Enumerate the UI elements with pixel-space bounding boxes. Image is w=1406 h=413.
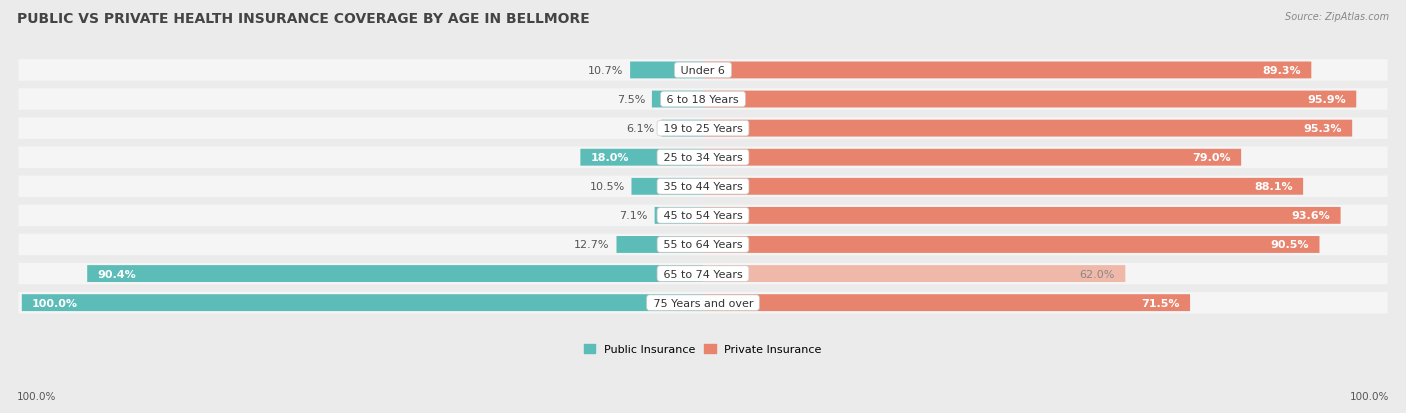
FancyBboxPatch shape bbox=[703, 62, 1312, 79]
Text: 100.0%: 100.0% bbox=[32, 298, 77, 308]
FancyBboxPatch shape bbox=[18, 263, 1388, 285]
Text: 71.5%: 71.5% bbox=[1142, 298, 1180, 308]
Text: 89.3%: 89.3% bbox=[1263, 66, 1301, 76]
FancyBboxPatch shape bbox=[703, 266, 1125, 282]
FancyBboxPatch shape bbox=[661, 121, 703, 137]
Text: 7.5%: 7.5% bbox=[617, 95, 645, 105]
Text: 95.9%: 95.9% bbox=[1308, 95, 1346, 105]
FancyBboxPatch shape bbox=[703, 207, 1340, 224]
Text: 95.3%: 95.3% bbox=[1303, 124, 1341, 134]
Text: 35 to 44 Years: 35 to 44 Years bbox=[659, 182, 747, 192]
Text: 93.6%: 93.6% bbox=[1292, 211, 1330, 221]
FancyBboxPatch shape bbox=[87, 266, 703, 282]
FancyBboxPatch shape bbox=[18, 89, 1388, 111]
Text: 55 to 64 Years: 55 to 64 Years bbox=[659, 240, 747, 250]
Text: 45 to 54 Years: 45 to 54 Years bbox=[659, 211, 747, 221]
Text: 19 to 25 Years: 19 to 25 Years bbox=[659, 124, 747, 134]
FancyBboxPatch shape bbox=[22, 294, 703, 311]
Text: 62.0%: 62.0% bbox=[1080, 269, 1115, 279]
FancyBboxPatch shape bbox=[652, 91, 703, 108]
FancyBboxPatch shape bbox=[18, 292, 1388, 313]
FancyBboxPatch shape bbox=[703, 91, 1357, 108]
Text: PUBLIC VS PRIVATE HEALTH INSURANCE COVERAGE BY AGE IN BELLMORE: PUBLIC VS PRIVATE HEALTH INSURANCE COVER… bbox=[17, 12, 589, 26]
FancyBboxPatch shape bbox=[581, 150, 703, 166]
FancyBboxPatch shape bbox=[18, 147, 1388, 169]
FancyBboxPatch shape bbox=[703, 121, 1353, 137]
Text: 18.0%: 18.0% bbox=[591, 153, 628, 163]
FancyBboxPatch shape bbox=[18, 118, 1388, 140]
Text: 100.0%: 100.0% bbox=[1350, 391, 1389, 401]
FancyBboxPatch shape bbox=[18, 234, 1388, 256]
Text: 12.7%: 12.7% bbox=[574, 240, 610, 250]
FancyBboxPatch shape bbox=[18, 176, 1388, 197]
Text: Source: ZipAtlas.com: Source: ZipAtlas.com bbox=[1285, 12, 1389, 22]
Text: 90.4%: 90.4% bbox=[97, 269, 136, 279]
Text: 88.1%: 88.1% bbox=[1254, 182, 1294, 192]
FancyBboxPatch shape bbox=[616, 237, 703, 253]
Text: 90.5%: 90.5% bbox=[1271, 240, 1309, 250]
FancyBboxPatch shape bbox=[631, 178, 703, 195]
FancyBboxPatch shape bbox=[630, 62, 703, 79]
FancyBboxPatch shape bbox=[18, 60, 1388, 81]
FancyBboxPatch shape bbox=[703, 294, 1189, 311]
Text: 10.5%: 10.5% bbox=[589, 182, 624, 192]
Text: 6.1%: 6.1% bbox=[627, 124, 655, 134]
Text: 65 to 74 Years: 65 to 74 Years bbox=[659, 269, 747, 279]
Text: 7.1%: 7.1% bbox=[620, 211, 648, 221]
FancyBboxPatch shape bbox=[703, 237, 1319, 253]
Text: 25 to 34 Years: 25 to 34 Years bbox=[659, 153, 747, 163]
Text: Under 6: Under 6 bbox=[678, 66, 728, 76]
Text: 75 Years and over: 75 Years and over bbox=[650, 298, 756, 308]
Text: 10.7%: 10.7% bbox=[588, 66, 623, 76]
FancyBboxPatch shape bbox=[655, 207, 703, 224]
Legend: Public Insurance, Private Insurance: Public Insurance, Private Insurance bbox=[579, 339, 827, 359]
Text: 100.0%: 100.0% bbox=[17, 391, 56, 401]
FancyBboxPatch shape bbox=[703, 150, 1241, 166]
Text: 6 to 18 Years: 6 to 18 Years bbox=[664, 95, 742, 105]
FancyBboxPatch shape bbox=[703, 178, 1303, 195]
Text: 79.0%: 79.0% bbox=[1192, 153, 1230, 163]
FancyBboxPatch shape bbox=[18, 205, 1388, 227]
